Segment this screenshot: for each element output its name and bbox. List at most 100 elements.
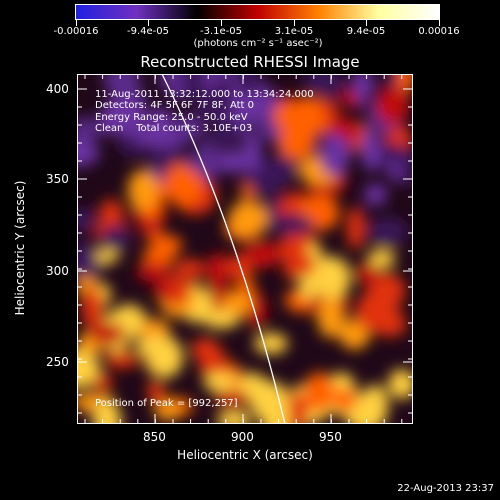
axis-ticks — [77, 74, 413, 424]
image-blob — [96, 247, 119, 264]
image-blob — [108, 101, 129, 129]
colorbar-label: -3.1e-05 — [200, 26, 242, 37]
image-blob — [202, 310, 240, 329]
x-tick-label: 950 — [319, 430, 342, 444]
image-blob — [89, 322, 126, 345]
x-tick-label: 900 — [231, 430, 254, 444]
y-tick-label: 400 — [46, 82, 69, 96]
image-blob — [334, 387, 357, 412]
image-plot — [77, 74, 413, 424]
colorbar-units: (photons cm⁻² s⁻¹ asec⁻²) — [193, 38, 323, 49]
image-blob — [182, 74, 206, 101]
image-blob — [136, 123, 172, 148]
colorbar-label: 0.00016 — [418, 26, 460, 37]
colorbar-label: 9.4e-05 — [346, 26, 386, 37]
image-blob — [77, 348, 100, 389]
image-blob — [214, 389, 249, 408]
image-blob — [388, 369, 413, 400]
image-blob — [229, 200, 268, 238]
colorbar-label: 3.1e-05 — [274, 26, 314, 37]
image-blob — [289, 238, 309, 254]
image-blob — [271, 214, 314, 235]
image-blob — [151, 233, 170, 253]
peak-position: Position of Peak = [992,257] — [95, 398, 238, 409]
image-blob — [207, 252, 229, 293]
image-blob — [196, 91, 217, 118]
image-blob — [211, 120, 242, 148]
image-blob — [147, 147, 185, 167]
image-blob — [77, 242, 104, 282]
image-blob — [92, 400, 122, 424]
image-blob — [146, 336, 184, 379]
image-blob — [127, 169, 159, 211]
image-blob — [154, 399, 183, 421]
image-blob — [77, 208, 96, 232]
image-blob — [191, 338, 220, 361]
x-axis-title: Heliocentric X (arcsec) — [177, 448, 313, 462]
info-panel: 11-Aug-2011 13:32:12.000 to 13:34:24.000… — [95, 89, 314, 134]
colorbar — [75, 4, 440, 20]
image-blob — [317, 297, 344, 338]
info-time: 11-Aug-2011 13:32:12.000 to 13:34:24.000 — [95, 89, 314, 100]
image-blob — [293, 252, 316, 276]
y-tick-label: 300 — [46, 264, 69, 278]
colorbar-tick — [294, 20, 295, 26]
image-blob — [322, 100, 339, 121]
colorbar-tick — [148, 20, 149, 26]
info-counts: Clean Total counts: 3.10E+03 — [95, 122, 253, 134]
image-blob — [244, 241, 282, 268]
image-blob — [354, 74, 371, 106]
image-blob — [101, 224, 130, 252]
info-detectors: Detectors: 4F 5F 6F 7F 8F, Att 0 — [95, 100, 255, 112]
image-blob — [136, 262, 170, 282]
image-blob — [146, 107, 172, 126]
image-blob — [93, 373, 113, 392]
image-blob — [361, 384, 389, 424]
image-blob — [163, 162, 203, 206]
image-blob — [375, 85, 410, 125]
solar-limb-line — [161, 74, 286, 424]
image-blob — [254, 332, 288, 355]
image-blob — [222, 293, 253, 315]
plot-frame — [77, 74, 413, 424]
image-blob — [354, 263, 379, 284]
image-blob — [81, 286, 104, 330]
image-blob — [398, 147, 413, 186]
colorbar-tick — [366, 20, 367, 26]
image-blob — [214, 150, 253, 174]
image-blob — [396, 74, 413, 93]
image-blob — [203, 372, 237, 393]
image-blob — [303, 372, 335, 412]
image-blob — [289, 105, 330, 136]
colorbar-tick — [221, 20, 222, 26]
colorbar-label: -9.4e-05 — [127, 26, 169, 37]
image-blob — [235, 74, 262, 96]
image-blob — [173, 259, 206, 279]
y-axis-title: Heliocentric Y (arcsec) — [13, 180, 27, 316]
image-blob — [355, 291, 393, 333]
image-blob — [140, 319, 170, 342]
image-blob — [367, 217, 408, 246]
colorbar-tick — [439, 20, 440, 26]
image-blob — [317, 74, 344, 99]
image-blob — [128, 98, 145, 137]
image-blob — [319, 133, 350, 177]
info-energy: Energy Range: 25.0 - 50.0 keV — [95, 111, 248, 123]
image-blob — [147, 380, 165, 403]
image-blob — [346, 206, 365, 250]
datestamp: 22-Aug-2013 23:37 — [397, 483, 494, 494]
plot-title: Reconstructed RHESSI Image — [140, 53, 360, 71]
image-blob — [212, 76, 231, 119]
image-blob — [364, 183, 387, 206]
image-blob — [158, 74, 187, 93]
image-blob — [104, 351, 140, 368]
image-blob — [367, 249, 396, 269]
colorbar-tick — [76, 20, 77, 26]
y-tick-label: 250 — [46, 355, 69, 369]
image-blob — [77, 140, 100, 167]
image-blob — [360, 128, 381, 172]
x-tick-label: 850 — [143, 430, 166, 444]
colorbar-label: -0.00016 — [53, 26, 99, 37]
image-blob — [153, 282, 174, 300]
image-blob — [242, 132, 262, 173]
